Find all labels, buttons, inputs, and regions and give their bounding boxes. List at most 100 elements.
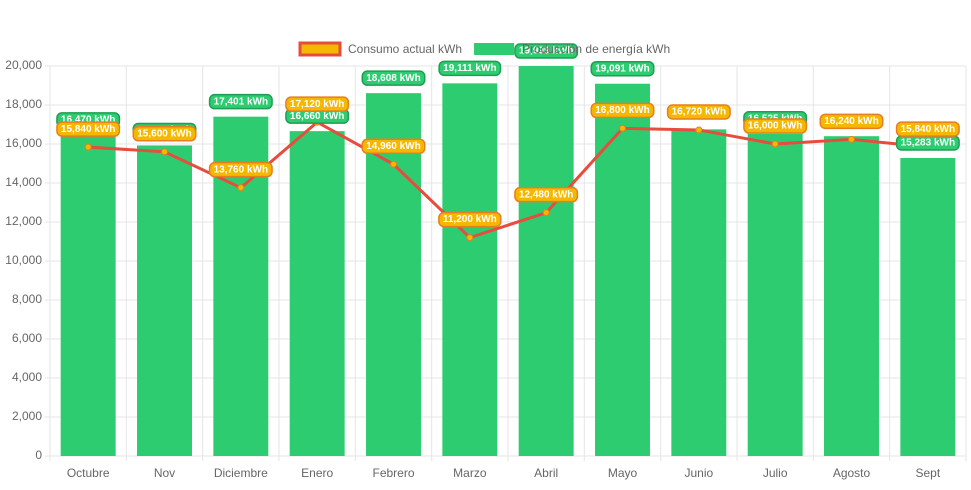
legend-swatch — [474, 43, 515, 55]
data-label: 17,401 kWh — [208, 93, 273, 110]
bars — [60, 66, 956, 457]
data-label: 11,200 kWh — [438, 211, 502, 228]
data-label-text: 18,608 kWh — [366, 73, 420, 84]
data-label-box — [208, 161, 273, 178]
x-tick-label: Febrero — [372, 466, 414, 480]
x-tick-label: Octubre — [67, 466, 110, 480]
data-label-text: 15,600 kWh — [137, 128, 191, 139]
line — [88, 120, 928, 240]
y-tick-label: 6,000 — [12, 331, 42, 345]
data-label-text: 19,091 kWh — [595, 63, 649, 74]
y-tick-label: 12,000 — [5, 214, 42, 228]
data-label: 16,800 kWh — [590, 102, 655, 119]
data-label-box — [132, 126, 197, 142]
bar — [518, 66, 574, 456]
data-label-box — [285, 96, 350, 112]
data-label-box — [895, 121, 960, 137]
data-label: 19,111 kWh — [438, 60, 502, 77]
bar — [289, 131, 345, 456]
y-tick-label: 20,000 — [5, 58, 42, 72]
y-tick-label: 18,000 — [5, 97, 42, 111]
y-tick-label: 4,000 — [12, 370, 42, 384]
point — [848, 135, 855, 143]
grid — [45, 65, 967, 461]
data-label-text: 13,760 kWh — [214, 164, 268, 175]
data-label: 19,091 kWh — [590, 60, 655, 77]
data-label-text: 11,200 kWh — [443, 214, 497, 225]
data-label: 13,760 kWh — [208, 161, 273, 178]
data-label-text: 15,283 kWh — [901, 138, 955, 149]
x-tick-label: Agosto — [833, 466, 871, 480]
data-label-text: 15,840 kWh — [901, 124, 955, 135]
data-label: 17,120 kWh — [285, 96, 350, 112]
data-label: 16,000 kWh — [743, 118, 808, 134]
point — [695, 126, 703, 134]
legend-label: Consumo actual kWh — [348, 42, 462, 56]
x-tick-label: Diciembre — [214, 466, 268, 480]
data-label: 12,480 kWh — [514, 186, 579, 203]
data-label-box — [666, 104, 731, 120]
data-label: 15,600 kWh — [132, 126, 197, 142]
point — [237, 184, 245, 192]
data-label-box — [361, 138, 426, 155]
data-label: 15,840 kWh — [56, 121, 121, 137]
x-tick-label: Mayo — [608, 466, 638, 480]
data-label: 18,608 kWh — [361, 70, 426, 86]
data-label-box — [56, 121, 121, 137]
x-tick-label: Sept — [915, 466, 940, 480]
data-label-text: 19,999 kWh — [519, 46, 573, 57]
point — [161, 148, 168, 156]
point — [466, 234, 474, 242]
x-tick-label: Abril — [534, 466, 558, 480]
data-label-text: 17,401 kWh — [214, 96, 268, 107]
data-label-text: 15,840 kWh — [61, 124, 115, 135]
data-label-box — [514, 186, 579, 203]
data-label-text: 16,800 kWh — [595, 105, 649, 116]
bar — [671, 129, 727, 456]
bar — [442, 83, 498, 456]
data-label-box — [743, 118, 808, 134]
x-tick-label: Enero — [301, 466, 333, 480]
bar — [137, 145, 192, 456]
data-label-box — [438, 211, 502, 228]
bar — [747, 133, 803, 456]
bar — [595, 83, 650, 457]
point — [84, 143, 92, 151]
data-label-box — [590, 102, 655, 119]
data-label-text: 14,960 kWh — [366, 141, 420, 152]
point — [542, 209, 550, 217]
bar — [60, 134, 116, 456]
data-label-box — [590, 60, 655, 77]
legend-swatch — [298, 41, 342, 57]
data-label-text: 16,660 kWh — [290, 111, 344, 122]
x-tick-label: Marzo — [453, 466, 487, 480]
data-label-text: 16,470 kWh — [61, 114, 115, 125]
data-label-text: 16,720 kWh — [672, 107, 726, 118]
data-label: 15,840 kWh — [895, 121, 960, 137]
legend-label: Producción de energía kWh — [522, 42, 670, 56]
data-label: 16,720 kWh — [666, 104, 731, 120]
data-label: 14,960 kWh — [361, 138, 426, 155]
data-label-text: 12,480 kWh — [519, 189, 573, 200]
bar — [900, 157, 956, 456]
point — [771, 140, 779, 148]
data-label-box — [438, 60, 502, 77]
bar — [824, 136, 879, 456]
data-label-box — [514, 43, 579, 59]
y-tick-label: 14,000 — [5, 175, 42, 189]
point — [390, 160, 397, 168]
point — [619, 124, 626, 132]
data-label-box — [819, 113, 884, 130]
x-tick-label: Junio — [684, 466, 713, 480]
y-tick-label: 10,000 — [5, 253, 42, 267]
y-tick-label: 2,000 — [12, 409, 42, 423]
data-label-text: 16,000 kWh — [748, 121, 802, 132]
data-label-box — [361, 70, 426, 86]
data-label-text: 19,111 kWh — [443, 63, 496, 74]
data-label: 19,999 kWh — [514, 43, 579, 59]
data-label: 16,240 kWh — [819, 113, 884, 130]
data-label: 15,283 kWh — [895, 135, 960, 151]
data-label-text: 16,240 kWh — [824, 116, 878, 127]
